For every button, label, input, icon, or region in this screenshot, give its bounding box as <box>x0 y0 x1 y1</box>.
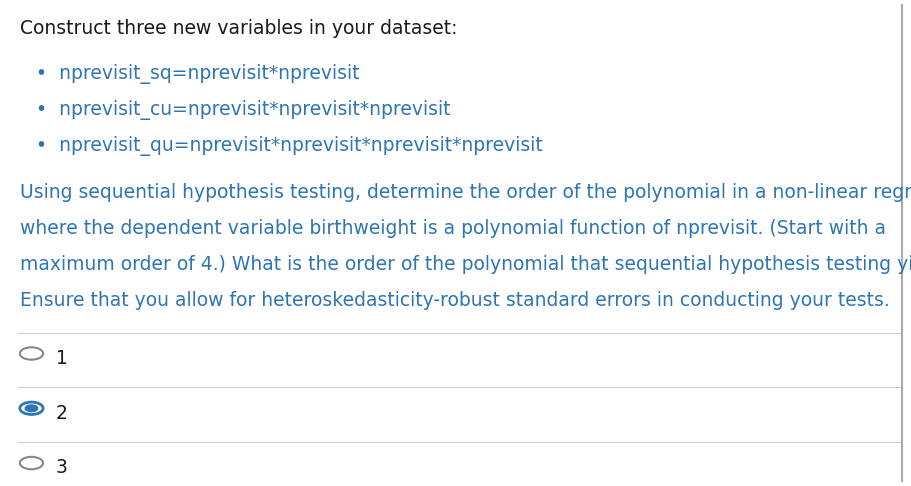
Circle shape <box>26 405 37 412</box>
Text: where the dependent variable birthweight is a polynomial function of nprevisit. : where the dependent variable birthweight… <box>20 219 885 238</box>
Text: •  nprevisit_sq=nprevisit*nprevisit: • nprevisit_sq=nprevisit*nprevisit <box>36 65 359 85</box>
Text: Using sequential hypothesis testing, determine the order of the polynomial in a : Using sequential hypothesis testing, det… <box>20 183 911 203</box>
Text: •  nprevisit_cu=nprevisit*nprevisit*nprevisit: • nprevisit_cu=nprevisit*nprevisit*nprev… <box>36 100 450 120</box>
Text: Construct three new variables in your dataset:: Construct three new variables in your da… <box>20 19 456 38</box>
Text: 3: 3 <box>56 458 67 477</box>
Text: maximum order of 4.) What is the order of the polynomial that sequential hypothe: maximum order of 4.) What is the order o… <box>20 255 911 274</box>
Text: Ensure that you allow for heteroskedasticity-robust standard errors in conductin: Ensure that you allow for heteroskedasti… <box>20 291 888 310</box>
Text: 1: 1 <box>56 349 67 368</box>
Text: •  nprevisit_qu=nprevisit*nprevisit*nprevisit*nprevisit: • nprevisit_qu=nprevisit*nprevisit*nprev… <box>36 136 542 156</box>
Text: 2: 2 <box>56 403 67 422</box>
